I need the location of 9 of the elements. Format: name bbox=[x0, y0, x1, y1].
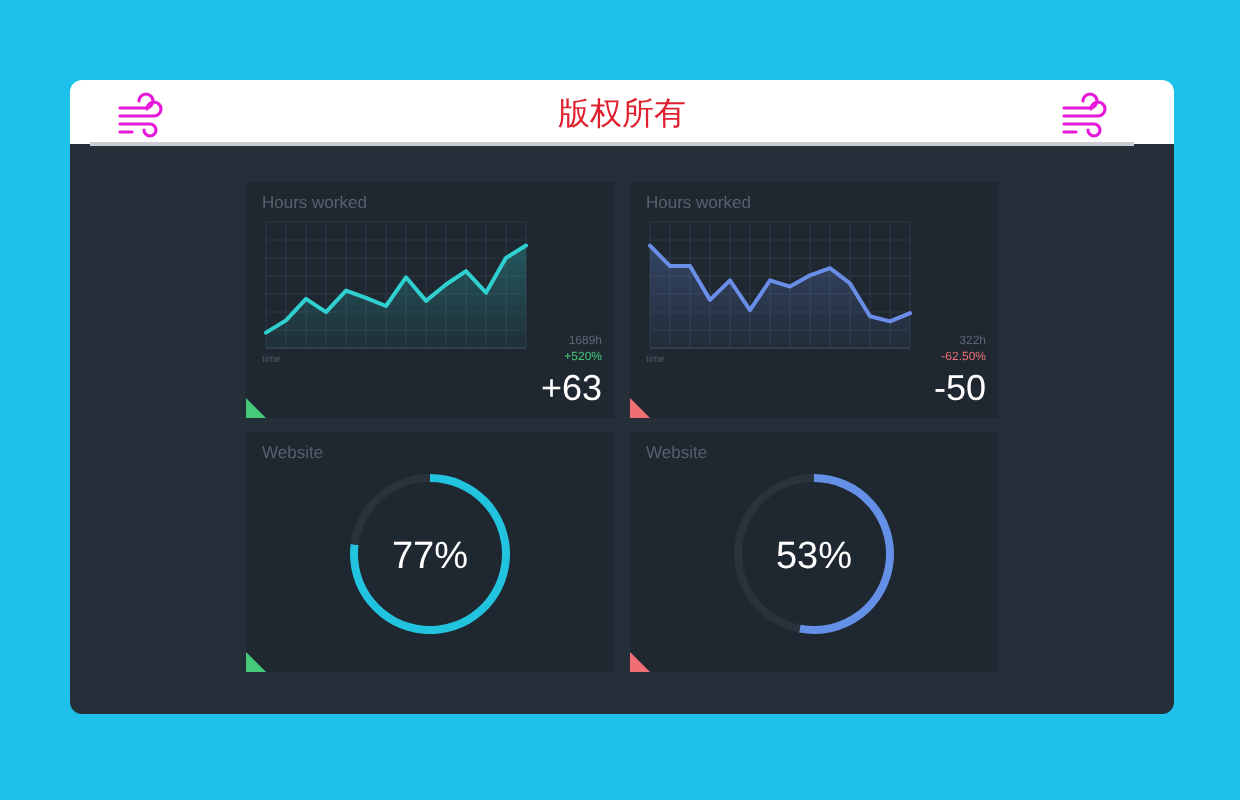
annotation: +63 bbox=[540, 368, 602, 408]
title: 版权所有 bbox=[558, 94, 686, 132]
data-label: 53% bbox=[775, 536, 853, 578]
chart-title: Hours worked bbox=[262, 192, 367, 212]
data-label: 77% bbox=[391, 536, 469, 578]
chart-title: Hours worked bbox=[646, 192, 751, 212]
chart-title: Website bbox=[646, 442, 708, 462]
annotation: -50 bbox=[933, 368, 986, 408]
chart-title: Website bbox=[262, 442, 324, 462]
